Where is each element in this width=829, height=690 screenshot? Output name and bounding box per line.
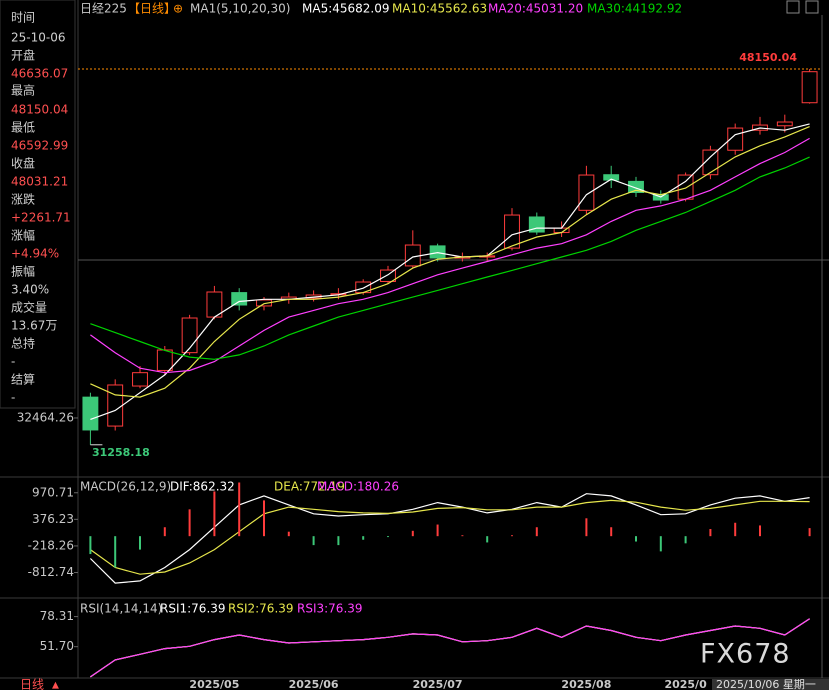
candle-body [801, 71, 818, 104]
series-line [90, 618, 810, 678]
legend-entry: RSI1:76.39 [160, 602, 226, 616]
series-line [90, 156, 810, 360]
y-tick-label: -218.26 [28, 538, 74, 552]
y-tick-label: 32464.26 [17, 410, 74, 424]
candle-body [504, 214, 520, 249]
side-label: 涨幅 [11, 228, 35, 243]
legend-entry: MA10:45562.63 [392, 2, 487, 16]
tab-arrow[interactable]: ▲ [52, 681, 59, 690]
window-button[interactable] [805, 0, 819, 14]
legend-entry: RSI2:76.39 [228, 602, 294, 616]
candle-body [603, 174, 620, 181]
side-label: 总持 [11, 336, 35, 351]
side-value: - [11, 355, 15, 369]
side-panel-items: 时间 25-10-06 开盘 46636.07 最高 48150.04 最低 4… [11, 11, 71, 405]
side-value: 3.40% [11, 283, 49, 297]
panel-title: MACD(26,12,9) [80, 480, 171, 494]
side-value: 25-10-06 [11, 31, 65, 45]
candle-body [628, 180, 644, 194]
side-value: 46636.07 [11, 67, 68, 81]
side-label: 振幅 [11, 264, 35, 279]
window-button[interactable] [786, 0, 800, 14]
side-label: 结算 [11, 372, 35, 387]
legend-entry: MACD:180.26 [317, 480, 399, 494]
legend-entry: DEA:772.19 [274, 480, 345, 494]
legend-entry: RSI3:76.39 [297, 602, 363, 616]
panel-title: RSI(14,14,14) [80, 602, 162, 616]
candle-body [156, 349, 173, 371]
side-label: 开盘 [11, 48, 35, 63]
x-tick-label: 2025/08 [561, 678, 611, 690]
ma-group: MA1(5,10,20,30) [190, 2, 290, 16]
side-label: 最低 [11, 121, 35, 135]
x-tick-label: 2025/0 [664, 678, 707, 690]
x-tick-label: 2025/05 [189, 678, 239, 690]
y-tick-label: -812.74 [28, 565, 74, 579]
side-value: +2261.71 [11, 211, 71, 225]
side-label: 成交量 [11, 300, 47, 315]
candle-body [578, 174, 595, 211]
x-tick-label: 2025/06 [289, 678, 339, 690]
side-label: 收盘 [11, 156, 35, 171]
series-line [90, 499, 810, 575]
candle-body [776, 121, 793, 127]
candle-body [82, 396, 99, 431]
candle-body [702, 149, 719, 176]
series-line [90, 126, 810, 398]
series-line [90, 137, 810, 374]
candle-body [107, 384, 124, 427]
candle-body [231, 292, 248, 306]
y-tick-label: 78.31 [40, 609, 74, 623]
candle-body [404, 244, 421, 267]
legend-entry: MA5:45682.09 [302, 2, 390, 16]
candle-body [132, 372, 148, 387]
series-line [89, 493, 810, 584]
candle-body [429, 245, 446, 259]
candle-body [380, 269, 396, 282]
side-label: 时间 [11, 11, 35, 25]
side-value: - [11, 391, 15, 405]
chart-title: 日经225 [80, 2, 127, 16]
side-label: 涨跌 [11, 192, 35, 207]
side-panel [0, 0, 76, 409]
watermark: FX678 [700, 639, 791, 670]
cursor-date-box [712, 679, 829, 690]
cursor-date: 2025/10/06 星期一 [716, 678, 816, 690]
y-tick-label: 970.71 [32, 485, 74, 499]
candle-body [677, 174, 694, 200]
x-tick-label: 2025/07 [413, 678, 463, 690]
side-value: 48150.04 [11, 103, 68, 117]
settings-icon[interactable]: ⊕ [173, 2, 183, 16]
series-line [90, 123, 810, 420]
period-tab[interactable]: 日线 [20, 678, 44, 690]
side-value: +4.94% [11, 247, 59, 261]
period[interactable]: 【日线】 [128, 2, 176, 16]
y-tick-label: 51.70 [40, 639, 74, 653]
legend-entry: DIF:862.32 [170, 480, 235, 494]
legend-entry: MA30:44192.92 [587, 2, 682, 16]
side-value: 13.67万 [11, 319, 57, 333]
side-label: 最高 [11, 83, 35, 98]
y-tick-label: 376.23 [32, 512, 74, 526]
max-marker-label: 48150.04 [739, 51, 797, 64]
side-value: 46592.99 [11, 139, 68, 153]
side-value: 48031.21 [11, 175, 68, 189]
legend-entry: MA20:45031.20 [488, 2, 583, 16]
min-marker-label: 31258.18 [92, 446, 150, 459]
